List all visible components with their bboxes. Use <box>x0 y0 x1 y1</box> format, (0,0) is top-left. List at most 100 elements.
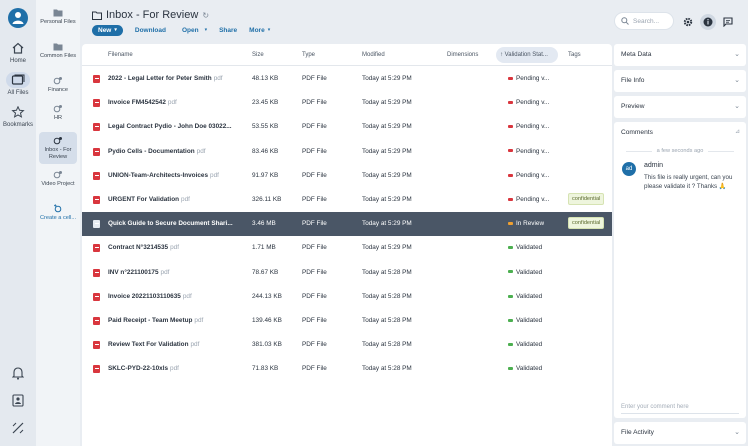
file-name[interactable]: SKLC-PYD-22-10xls pdf <box>108 365 248 372</box>
workspace-finance[interactable]: Finance <box>39 72 77 98</box>
workspace-common-files[interactable]: Common Files <box>39 38 77 64</box>
file-name[interactable]: INV n°221100175 pdf <box>108 269 248 276</box>
workspace-inbox-for-review[interactable]: Inbox - For Review <box>39 132 77 164</box>
table-row[interactable]: URGENT For Validation pdf 326.11 KB PDF Fil… <box>82 188 612 212</box>
settings-button[interactable] <box>680 14 696 30</box>
preview-panel[interactable]: Preview ⌄ <box>614 96 746 118</box>
tag-badge[interactable]: confidential <box>568 217 605 230</box>
file-name-text: Pydio Cells - Documentation <box>108 147 195 155</box>
file-name[interactable]: UNION-Team-Architects-Invoices pdf <box>108 172 248 179</box>
more-button[interactable]: More <box>249 26 265 34</box>
workspace-video-project[interactable]: Video Project <box>39 166 77 192</box>
file-name[interactable]: Invoice 20221103110635 pdf <box>108 293 248 300</box>
column-size[interactable]: Size <box>252 52 264 58</box>
comment-input[interactable]: Enter your comment here <box>621 404 689 410</box>
pdf-file-icon <box>93 292 100 301</box>
create-cell-button[interactable]: Create a cell... <box>39 200 77 226</box>
notifications-button[interactable] <box>6 366 30 386</box>
file-name[interactable]: Pydio Cells - Documentation pdf <box>108 148 248 155</box>
user-avatar[interactable] <box>8 8 28 28</box>
nav-home[interactable]: Home <box>0 40 36 64</box>
table-row[interactable]: INV n°221100175 pdf 78.67 KB PDF File Today … <box>82 261 612 285</box>
column-modified[interactable]: Modified <box>362 52 385 58</box>
table-row[interactable]: Review Text For Validation pdf 381.03 KB PD… <box>82 333 612 357</box>
chevron-down-icon: ⌄ <box>734 51 740 58</box>
file-size: 3.46 MB <box>252 220 276 228</box>
file-name[interactable]: Paid Receipt - Team Meetup pdf <box>108 317 248 324</box>
table-row[interactable]: Paid Receipt - Team Meetup pdf 139.46 KB PD… <box>82 309 612 333</box>
validation-status: Pending v... <box>508 172 549 179</box>
table-row[interactable]: 2022 - Legal Letter for Peter Smith pdf 48… <box>82 67 612 91</box>
file-name-text: Review Text For Validation <box>108 341 189 349</box>
table-row[interactable]: Contract N°3214535 pdf 1.71 MB PDF File Toda… <box>82 236 612 260</box>
table-row[interactable]: Legal Contract Pydio - John Doe 03022...… <box>82 115 612 139</box>
nav-all-files[interactable]: All Files <box>0 72 36 96</box>
validation-status: In Review <box>508 220 544 227</box>
new-button[interactable]: New ▾ <box>92 24 123 36</box>
file-info-panel[interactable]: File Info ⌄ <box>614 70 746 92</box>
comments-panel: Comments ⊿ a few seconds ago ad admin Th… <box>614 122 746 418</box>
validation-status-text: Validated <box>516 244 543 252</box>
file-name[interactable]: Contract N°3214535 pdf <box>108 244 248 251</box>
caret-down-icon[interactable]: ▾ <box>204 27 208 33</box>
file-type: PDF File <box>302 123 327 131</box>
refresh-icon[interactable]: ↻ <box>202 10 210 20</box>
file-name-text: Quick Guide to Secure Document Shari... <box>108 220 233 228</box>
column-dimensions[interactable]: Dimensions <box>447 52 479 58</box>
tag-badge[interactable]: confidential <box>568 193 605 205</box>
chevron-down-icon: ⌄ <box>734 77 740 84</box>
workspace-hr[interactable]: HR <box>39 100 77 126</box>
validation-status-text: Pending v... <box>516 147 550 155</box>
search-input[interactable]: Search... <box>614 12 674 30</box>
chat-button[interactable] <box>720 14 736 30</box>
file-name-text: Contract N°3214535 <box>108 244 169 252</box>
validation-status-text: Pending v... <box>516 196 550 203</box>
file-name[interactable]: Legal Contract Pydio - John Doe 03022... <box>108 123 248 130</box>
file-name[interactable]: URGENT For Validation pdf <box>108 196 248 203</box>
status-dot-icon <box>508 270 513 274</box>
file-type: PDF File <box>302 341 327 349</box>
table-row[interactable]: UNION-Team-Architects-Invoices pdf 91.97 K… <box>82 164 612 188</box>
sort-up-icon: ↑ <box>500 52 503 58</box>
file-type: PDF File <box>302 147 327 155</box>
nav-bookmarks[interactable]: Bookmarks <box>0 104 36 128</box>
file-activity-panel[interactable]: File Activity ⌄ <box>614 422 746 444</box>
info-icon <box>703 17 713 27</box>
validation-status: Validated <box>508 341 542 348</box>
pin-icon[interactable]: ⊿ <box>734 129 740 135</box>
column-filename[interactable]: Filename <box>108 52 133 58</box>
file-name[interactable]: 2022 - Legal Letter for Peter Smith pdf <box>108 75 248 82</box>
table-row[interactable]: Invoice FM4542542 pdf 23.45 KB PDF File Toda… <box>82 91 612 115</box>
address-book-icon <box>12 394 24 407</box>
file-extension: pdf <box>160 268 170 276</box>
column-type[interactable]: Type <box>302 52 316 58</box>
left-rail: Home All Files Bookmarks <box>0 0 36 446</box>
workspace-personal-files[interactable]: Personal Files <box>39 4 77 30</box>
file-name[interactable]: Quick Guide to Secure Document Shari... <box>108 220 248 227</box>
file-info-title: File Info <box>621 77 645 84</box>
download-button[interactable]: Download <box>134 26 166 34</box>
table-row[interactable]: Invoice 20221103110635 pdf 244.13 KB PDF Fi… <box>82 285 612 309</box>
meta-data-panel[interactable]: Meta Data ⌄ <box>614 44 746 66</box>
file-size: 23.45 KB <box>252 99 279 107</box>
address-book-button[interactable] <box>6 394 30 414</box>
workspace-label: Personal Files <box>40 19 76 25</box>
share-button[interactable]: Share <box>219 26 238 34</box>
file-name[interactable]: Review Text For Validation pdf <box>108 341 248 348</box>
settings-toggle-button[interactable] <box>6 422 30 442</box>
file-type: PDF File <box>302 220 327 228</box>
page-title: Inbox - For Review <box>106 9 199 21</box>
table-row[interactable]: Quick Guide to Secure Document Shari... 3… <box>82 212 612 237</box>
info-button[interactable] <box>700 14 716 30</box>
column-tags[interactable]: Tags <box>568 52 581 58</box>
table-row[interactable]: Pydio Cells - Documentation pdf 83.46 KB PD… <box>82 140 612 164</box>
open-button[interactable]: Open <box>181 26 199 34</box>
validation-status-text: Pending v... <box>516 171 550 179</box>
validation-status-text: Pending v... <box>516 99 550 107</box>
file-type: PDF File <box>302 365 327 373</box>
table-row[interactable]: SKLC-PYD-22-10xls pdf 71.83 KB PDF File Toda… <box>82 357 612 381</box>
file-name[interactable]: Invoice FM4542542 pdf <box>108 99 248 106</box>
validation-status-text: In Review <box>516 220 545 228</box>
nav-home-label: Home <box>9 58 26 64</box>
column-validation-status[interactable]: ↑ Validation Stat... <box>496 47 558 63</box>
